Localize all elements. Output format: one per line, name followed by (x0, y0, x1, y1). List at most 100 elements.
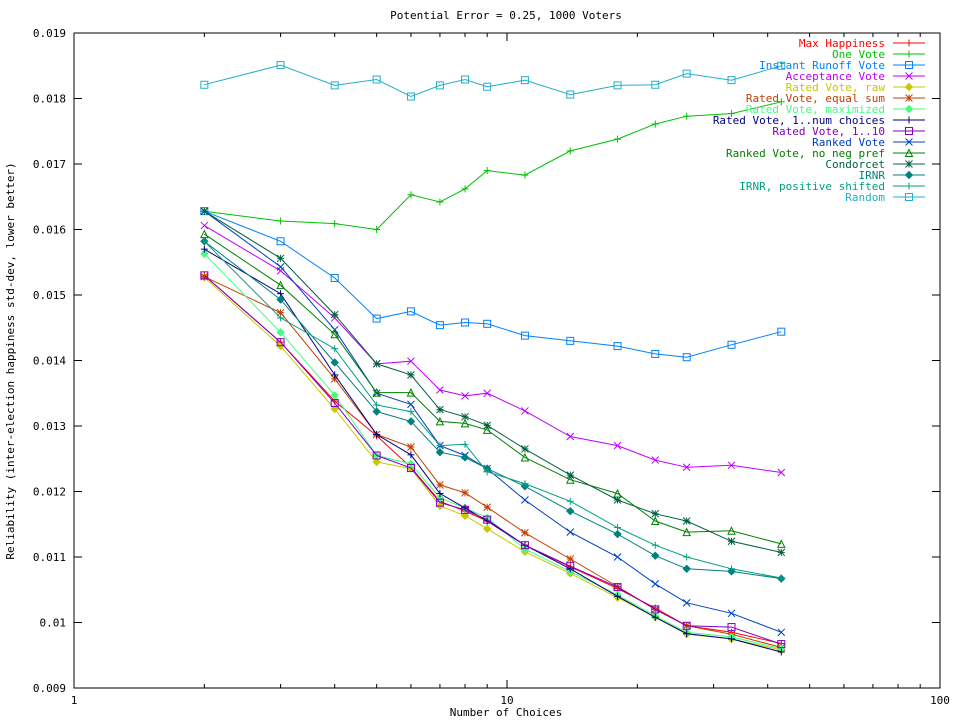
legend-label: Ranked Vote, no neg pref (726, 147, 885, 160)
data-point (407, 371, 415, 379)
data-point (682, 353, 691, 362)
legend-entry: Rated Vote, 1..num choices (713, 114, 925, 127)
y-tick-label: 0.014 (33, 355, 66, 368)
marker-stroke (613, 441, 622, 450)
data-point (651, 605, 660, 614)
marker-stroke (436, 386, 444, 394)
marker-stroke (521, 528, 529, 537)
data-point (777, 648, 785, 656)
marker-stroke (566, 471, 575, 479)
data-point (461, 440, 469, 448)
data-point (566, 506, 575, 516)
data-point (650, 516, 660, 525)
legend-marker (905, 94, 913, 102)
data-point (200, 237, 208, 245)
marker-stroke (461, 412, 469, 421)
legend-label: Instant Runoff Vote (759, 59, 885, 72)
data-point (373, 401, 381, 409)
legend-label: IRNR (859, 169, 886, 182)
data-point (682, 517, 691, 525)
data-point (682, 564, 691, 573)
data-point (372, 451, 381, 460)
data-point (483, 468, 491, 476)
data-point (566, 336, 575, 345)
data-point (461, 505, 470, 514)
legend-label: Ranked Vote (812, 136, 885, 149)
data-point (777, 327, 786, 336)
marker-stroke (521, 407, 529, 415)
data-point (276, 280, 285, 290)
data-point (276, 61, 285, 70)
legend-label: Random (845, 191, 885, 204)
y-tick-label: 0.012 (33, 486, 66, 499)
legend-marker (905, 127, 913, 135)
y-tick-label: 0.011 (33, 551, 66, 564)
marker-stroke (436, 405, 444, 414)
data-point (566, 555, 575, 563)
marker-stroke (777, 628, 786, 637)
data-point (776, 539, 786, 548)
data-point (407, 451, 415, 459)
marker-stroke (566, 432, 575, 441)
data-point (330, 329, 340, 339)
data-point (436, 481, 444, 489)
data-point (521, 445, 529, 453)
data-point (651, 120, 659, 128)
data-point (727, 609, 736, 618)
data-point (461, 185, 469, 193)
marker-stroke (461, 392, 469, 400)
data-point (566, 471, 575, 479)
data-point (200, 221, 209, 230)
legend-label: IRNR, positive shifted (739, 180, 885, 193)
series-2 (200, 207, 786, 362)
data-point (276, 338, 285, 347)
marker-stroke (372, 359, 381, 368)
data-point (483, 319, 492, 328)
data-point (372, 387, 381, 397)
marker-stroke (566, 555, 575, 563)
legend-marker (905, 193, 913, 201)
data-point (566, 528, 575, 536)
data-point (436, 489, 444, 497)
data-point (727, 76, 736, 85)
marker-stroke (276, 266, 285, 275)
legend-entry: Rated Vote, raw (786, 81, 925, 94)
data-point (565, 475, 575, 484)
data-point (683, 630, 691, 638)
data-point (521, 528, 529, 537)
data-point (520, 541, 529, 550)
marker-stroke (727, 537, 736, 546)
data-point (651, 509, 660, 518)
data-point (727, 537, 736, 546)
data-point (436, 198, 444, 206)
data-point (483, 515, 492, 524)
y-tick-label: 0.016 (33, 224, 66, 237)
marker-stroke (651, 580, 660, 588)
marker-stroke (330, 310, 339, 319)
legend-entry: Acceptance Vote (786, 70, 925, 83)
data-point (482, 524, 492, 534)
data-point (651, 349, 660, 358)
data-point (372, 359, 381, 368)
data-point (461, 412, 469, 421)
legend-entry: Rated Vote, 1..10 (772, 125, 925, 138)
data-point (521, 480, 529, 488)
data-point (483, 167, 491, 175)
data-point (331, 220, 339, 228)
data-point (613, 342, 622, 351)
marker-stroke (905, 72, 913, 80)
data-point (407, 400, 415, 409)
data-point (521, 407, 529, 415)
data-point (777, 61, 786, 70)
data-point (683, 553, 691, 561)
legend-entry: Max Happiness (799, 37, 925, 50)
marker-stroke (436, 481, 444, 489)
data-point (276, 266, 285, 275)
data-point (200, 207, 209, 216)
data-point (200, 80, 209, 89)
data-point (520, 76, 529, 85)
data-point (276, 254, 285, 263)
data-point (436, 442, 444, 450)
data-point (613, 553, 622, 561)
